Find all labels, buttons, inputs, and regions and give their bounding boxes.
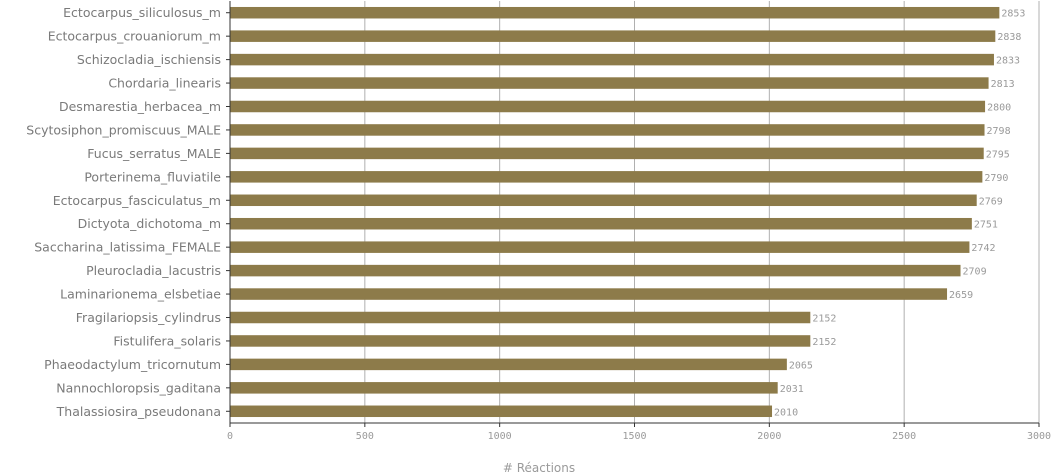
- x-tick-label: 2500: [892, 431, 916, 442]
- category-label: Nannochloropsis_gaditana: [56, 380, 221, 395]
- bar: [230, 405, 773, 418]
- value-label: 2709: [963, 267, 987, 278]
- value-label: 2751: [974, 220, 998, 231]
- x-tick-label: 500: [356, 431, 374, 442]
- category-label: Laminarionema_elsbetiae: [60, 287, 221, 302]
- category-label: Schizocladia_ischiensis: [77, 52, 221, 67]
- value-label: 2659: [949, 290, 973, 301]
- category-label: Porterinema_fluviatile: [84, 169, 221, 184]
- category-label: Ectocarpus_crouaniorum_m: [48, 29, 221, 44]
- bar: [230, 311, 811, 324]
- category-label: Ectocarpus_siliculosus_m: [63, 5, 221, 20]
- bar: [230, 264, 961, 277]
- x-tick-label: 0: [227, 431, 233, 442]
- value-label: 2769: [979, 196, 1003, 207]
- bar: [230, 53, 994, 66]
- grid-lines: [364, 1, 1040, 423]
- labels: 0 500 1000 1500 2000 2500 3000 Ectocarpus_silic…: [26, 5, 1051, 442]
- category-label: Thalassiosira_pseudonana: [56, 404, 221, 419]
- x-tick-label: 1000: [488, 431, 512, 442]
- bar: [230, 6, 1000, 19]
- bar: [230, 217, 972, 230]
- value-label: 2065: [789, 360, 813, 371]
- value-label: 2031: [780, 384, 804, 395]
- axes: [226, 1, 1040, 427]
- category-label: Dictyota_dichotoma_m: [78, 216, 221, 231]
- bar: [230, 100, 986, 113]
- category-label: Fucus_serratus_MALE: [87, 146, 221, 161]
- category-label: Chordaria_linearis: [108, 76, 221, 91]
- category-label: Fragilariopsis_cylindrus: [76, 310, 221, 325]
- category-label: Ectocarpus_fasciculatus_m: [53, 193, 221, 208]
- bars: [230, 6, 1000, 418]
- value-label: 2853: [1001, 9, 1025, 20]
- x-tick-label: 2000: [757, 431, 781, 442]
- category-label: Pleurocladia_lacustris: [86, 263, 221, 278]
- value-label: 2742: [971, 243, 995, 254]
- value-label: 2813: [991, 79, 1015, 90]
- value-label: 2795: [986, 149, 1010, 160]
- category-label: Phaeodactylum_tricornutum: [44, 357, 221, 372]
- x-axis-title: # Réactions: [503, 461, 575, 475]
- bar: [230, 382, 778, 394]
- bar: [230, 30, 996, 42]
- category-label: Scytosiphon_promiscuus_MALE: [26, 122, 221, 137]
- bar: [230, 171, 983, 183]
- bar: [230, 335, 811, 347]
- x-tick-label: 3000: [1027, 431, 1051, 442]
- bar: [230, 288, 948, 300]
- category-label: Desmarestia_herbacea_m: [59, 99, 221, 114]
- value-label: 2800: [987, 103, 1011, 114]
- category-label: Fistulifera_solaris: [113, 333, 221, 348]
- value-label: 2152: [812, 314, 836, 325]
- value-label: 2833: [996, 56, 1020, 67]
- category-label: Saccharina_latissima_FEMALE: [34, 240, 221, 255]
- x-tick-label: 1500: [622, 431, 646, 442]
- bar: [230, 147, 984, 160]
- bar: [230, 77, 989, 89]
- value-label: 2790: [984, 173, 1008, 184]
- value-label: 2798: [987, 126, 1011, 137]
- value-label: 2152: [812, 337, 836, 348]
- value-label: 2838: [997, 32, 1021, 43]
- bar: [230, 124, 985, 136]
- bar: [230, 358, 787, 371]
- bar: [230, 194, 977, 207]
- bar: [230, 241, 970, 253]
- value-label: 2010: [774, 407, 798, 418]
